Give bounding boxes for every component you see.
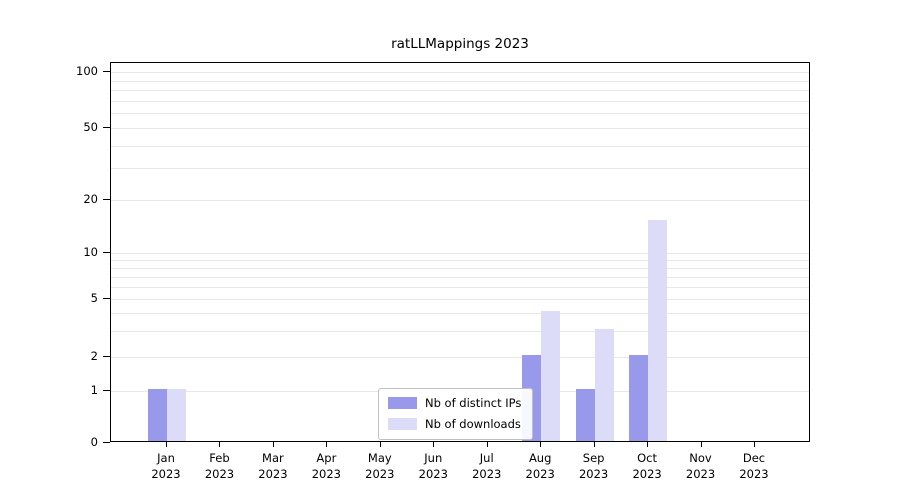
- bar-downloads: [648, 220, 668, 441]
- x-tick-mark: [272, 442, 274, 447]
- bar-downloads: [541, 311, 561, 441]
- gridline: [111, 286, 809, 288]
- x-tick-mark: [647, 442, 649, 447]
- bar-distinct-ips: [148, 389, 167, 441]
- bar-distinct-ips: [575, 389, 595, 441]
- y-tick-label: 2: [90, 349, 98, 364]
- y-tick-mark: [103, 442, 110, 443]
- x-tick-mark: [540, 442, 542, 447]
- y-tick-label: 1: [90, 382, 98, 397]
- y-tick-label: 50: [83, 119, 98, 134]
- y-tick-label: 20: [83, 192, 98, 207]
- y-tick-mark: [103, 297, 110, 299]
- x-tick-label: Jan 2023: [151, 451, 181, 482]
- gridline: [111, 80, 809, 82]
- bar-downloads: [594, 329, 614, 441]
- legend: Nb of distinct IPs Nb of downloads: [378, 388, 534, 440]
- gridline: [111, 298, 809, 300]
- legend-label-distinct-ips: Nb of distinct IPs: [425, 396, 522, 410]
- y-tick-label: 100: [76, 64, 98, 79]
- chart-title: ratLLMappings 2023: [391, 36, 529, 52]
- x-tick-label: Jul 2023: [472, 451, 502, 482]
- gridline: [111, 357, 809, 359]
- gridline: [111, 145, 809, 147]
- legend-label-downloads: Nb of downloads: [425, 417, 521, 431]
- x-tick-mark: [326, 442, 328, 447]
- bar-downloads: [167, 389, 186, 441]
- x-tick-label: Jun 2023: [418, 451, 448, 482]
- y-tick-mark: [103, 126, 110, 128]
- gridline: [111, 267, 809, 269]
- gridline: [111, 313, 809, 315]
- gridline: [111, 90, 809, 92]
- x-tick-label: May 2023: [365, 451, 395, 482]
- gridline: [111, 253, 809, 254]
- gridline: [111, 127, 809, 129]
- x-tick-label: Sep 2023: [578, 451, 609, 482]
- gridline: [111, 259, 809, 261]
- x-tick-label: Dec 2023: [739, 451, 769, 482]
- legend-swatch-downloads: [388, 418, 417, 430]
- y-tick-mark: [103, 389, 110, 391]
- gridline: [111, 200, 809, 202]
- x-tick-mark: [166, 442, 167, 447]
- x-tick-mark: [379, 442, 381, 447]
- x-tick-mark: [433, 442, 435, 447]
- x-tick-label: Apr 2023: [311, 451, 341, 482]
- y-tick-mark: [103, 356, 110, 358]
- y-tick-mark: [103, 252, 110, 253]
- bar-distinct-ips: [629, 355, 649, 441]
- y-tick-label: 0: [90, 435, 98, 449]
- x-tick-mark: [219, 442, 221, 447]
- x-tick-label: Nov 2023: [685, 451, 716, 482]
- gridline: [111, 331, 809, 333]
- y-tick-label: 10: [83, 245, 98, 259]
- x-tick-label: Aug 2023: [525, 451, 555, 482]
- x-tick-label: Oct 2023: [632, 451, 662, 482]
- gridline: [111, 168, 809, 170]
- legend-item-distinct-ips: Nb of distinct IPs: [388, 396, 521, 410]
- x-tick-mark: [486, 442, 488, 447]
- gridline: [111, 276, 809, 278]
- gridline: [111, 100, 809, 102]
- x-tick-mark: [593, 442, 595, 447]
- gridline: [111, 113, 809, 115]
- x-tick-mark: [754, 442, 755, 447]
- y-tick-label: 5: [90, 290, 98, 305]
- legend-item-downloads: Nb of downloads: [388, 417, 521, 431]
- y-tick-mark: [103, 199, 110, 201]
- y-tick-mark: [103, 71, 110, 73]
- gridline: [111, 72, 809, 74]
- x-tick-label: Feb 2023: [204, 451, 235, 482]
- legend-swatch-distinct-ips: [388, 397, 417, 409]
- x-tick-label: Mar 2023: [258, 451, 288, 482]
- plot-area: [110, 62, 810, 442]
- x-tick-mark: [700, 442, 702, 447]
